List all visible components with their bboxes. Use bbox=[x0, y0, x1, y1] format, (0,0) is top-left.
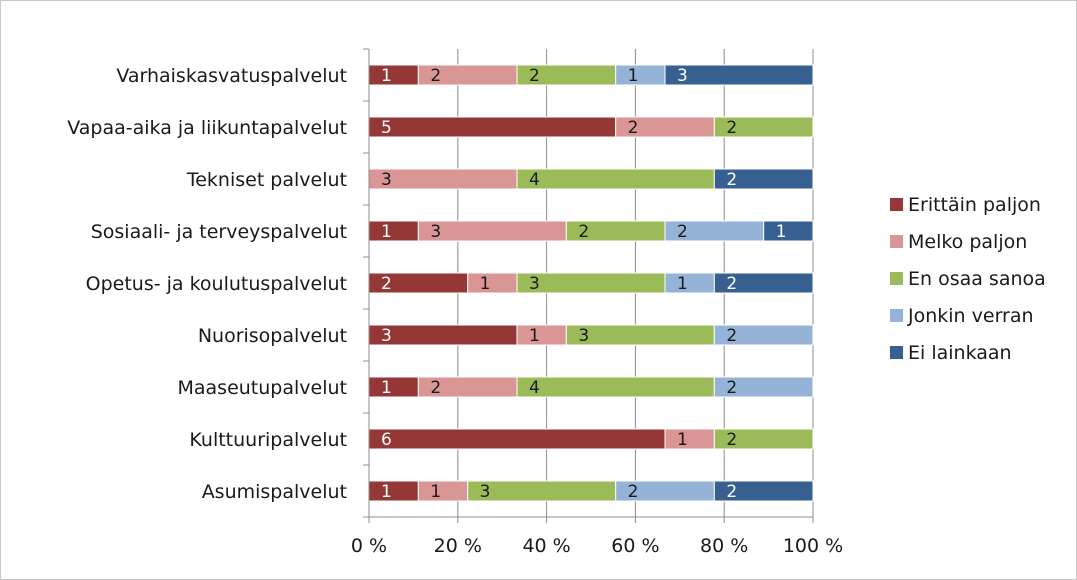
x-tick-label: 20 % bbox=[434, 535, 482, 557]
x-tick-label: 40 % bbox=[522, 535, 570, 557]
legend-label: Erittäin paljon bbox=[908, 194, 1041, 216]
data-label: 5 bbox=[381, 118, 392, 138]
x-tick-label: 0 % bbox=[351, 535, 387, 557]
legend-swatch bbox=[890, 198, 903, 211]
data-label: 3 bbox=[677, 66, 688, 86]
data-label: 1 bbox=[381, 66, 392, 86]
data-label: 1 bbox=[628, 66, 639, 86]
data-label: 1 bbox=[776, 222, 787, 242]
x-tick-labels: 0 % 20 % 40 % 60 % 80 % 100 % bbox=[351, 535, 843, 557]
category-label: Asumispalvelut bbox=[202, 481, 347, 503]
bar-segment bbox=[763, 220, 814, 242]
data-label: 1 bbox=[677, 430, 688, 450]
bar-segment bbox=[467, 272, 518, 294]
data-label: 3 bbox=[578, 326, 589, 346]
category-label: Tekniset palvelut bbox=[186, 169, 347, 191]
data-label: 3 bbox=[529, 274, 540, 294]
category-label: Opetus- ja koulutuspalvelut bbox=[86, 273, 347, 295]
x-tick-label: 60 % bbox=[611, 535, 659, 557]
data-label: 2 bbox=[430, 378, 441, 398]
data-label: 1 bbox=[381, 378, 392, 398]
data-label: 3 bbox=[381, 170, 392, 190]
category-label: Maaseutupalvelut bbox=[178, 377, 348, 399]
data-label: 2 bbox=[529, 66, 540, 86]
data-label: 1 bbox=[430, 482, 441, 502]
bar-segment bbox=[713, 116, 814, 138]
data-label: 1 bbox=[381, 482, 392, 502]
data-label: 6 bbox=[381, 430, 392, 450]
data-label: 3 bbox=[430, 222, 441, 242]
data-label: 3 bbox=[381, 326, 392, 346]
bar-segment bbox=[664, 272, 715, 294]
legend-swatch bbox=[890, 235, 903, 248]
bar-segment bbox=[713, 272, 814, 294]
legend-label: Melko paljon bbox=[908, 231, 1027, 253]
data-label: 1 bbox=[381, 222, 392, 242]
bar-segment bbox=[368, 64, 419, 86]
data-label: 2 bbox=[430, 66, 441, 86]
data-label: 2 bbox=[726, 118, 737, 138]
legend-swatch bbox=[890, 346, 903, 359]
data-label: 2 bbox=[628, 118, 639, 138]
legend: Erittäin paljon Melko paljon En osaa sanoa… bbox=[890, 194, 1046, 364]
bars: 1 2 2 1 3 5 2 2 3 4 2 1 3 2 2 1 2 1 3 1 2 3 1 3 2 1 2 4 2 6 1 2 1 1 3 2 2 bbox=[368, 64, 814, 502]
category-label: Kulttuuripalvelut bbox=[189, 429, 347, 451]
legend-swatch bbox=[890, 309, 903, 322]
axes bbox=[363, 48, 814, 523]
bar-segment bbox=[516, 324, 567, 346]
data-label: 2 bbox=[726, 378, 737, 398]
data-label: 2 bbox=[628, 482, 639, 502]
bar-segment bbox=[713, 428, 814, 450]
data-label: 2 bbox=[726, 430, 737, 450]
legend-label: En osaa sanoa bbox=[908, 268, 1046, 290]
category-label: Sosiaali- ja terveyspalvelut bbox=[91, 221, 347, 243]
data-label: 1 bbox=[480, 274, 491, 294]
data-label: 2 bbox=[726, 274, 737, 294]
bar-segment bbox=[368, 428, 666, 450]
category-label: Varhaiskasvatuspalvelut bbox=[116, 65, 347, 87]
bar-segment bbox=[368, 116, 617, 138]
bar-segment bbox=[368, 220, 419, 242]
bar-segment bbox=[713, 480, 814, 502]
bar-segment bbox=[664, 428, 715, 450]
bar-segment bbox=[516, 168, 715, 190]
bar-segment bbox=[713, 324, 814, 346]
data-label: 2 bbox=[677, 222, 688, 242]
data-label: 2 bbox=[381, 274, 392, 294]
data-label: 1 bbox=[677, 274, 688, 294]
category-label: Vapaa-aika ja liikuntapalvelut bbox=[67, 117, 347, 139]
category-labels: Varhaiskasvatuspalvelut Vapaa-aika ja lii… bbox=[67, 65, 347, 503]
data-label: 2 bbox=[726, 326, 737, 346]
x-tick-label: 80 % bbox=[700, 535, 748, 557]
x-tick-label: 100 % bbox=[783, 535, 843, 557]
data-label: 1 bbox=[529, 326, 540, 346]
data-label: 2 bbox=[726, 482, 737, 502]
data-label: 2 bbox=[578, 222, 589, 242]
bar-segment bbox=[713, 376, 814, 398]
category-label: Nuorisopalvelut bbox=[198, 325, 347, 347]
legend-swatch bbox=[890, 272, 903, 285]
data-label: 3 bbox=[480, 482, 491, 502]
bar-segment bbox=[615, 64, 666, 86]
data-label: 4 bbox=[529, 378, 540, 398]
data-label: 4 bbox=[529, 170, 540, 190]
bar-segment bbox=[713, 168, 814, 190]
bar-segment bbox=[516, 376, 715, 398]
bar-segment bbox=[368, 376, 419, 398]
bar-segment bbox=[417, 480, 469, 502]
bar-segment bbox=[664, 64, 814, 86]
legend-label: Jonkin verran bbox=[907, 305, 1034, 327]
bar-segment bbox=[368, 480, 419, 502]
data-label: 2 bbox=[726, 170, 737, 190]
legend-label: Ei lainkaan bbox=[908, 342, 1012, 364]
